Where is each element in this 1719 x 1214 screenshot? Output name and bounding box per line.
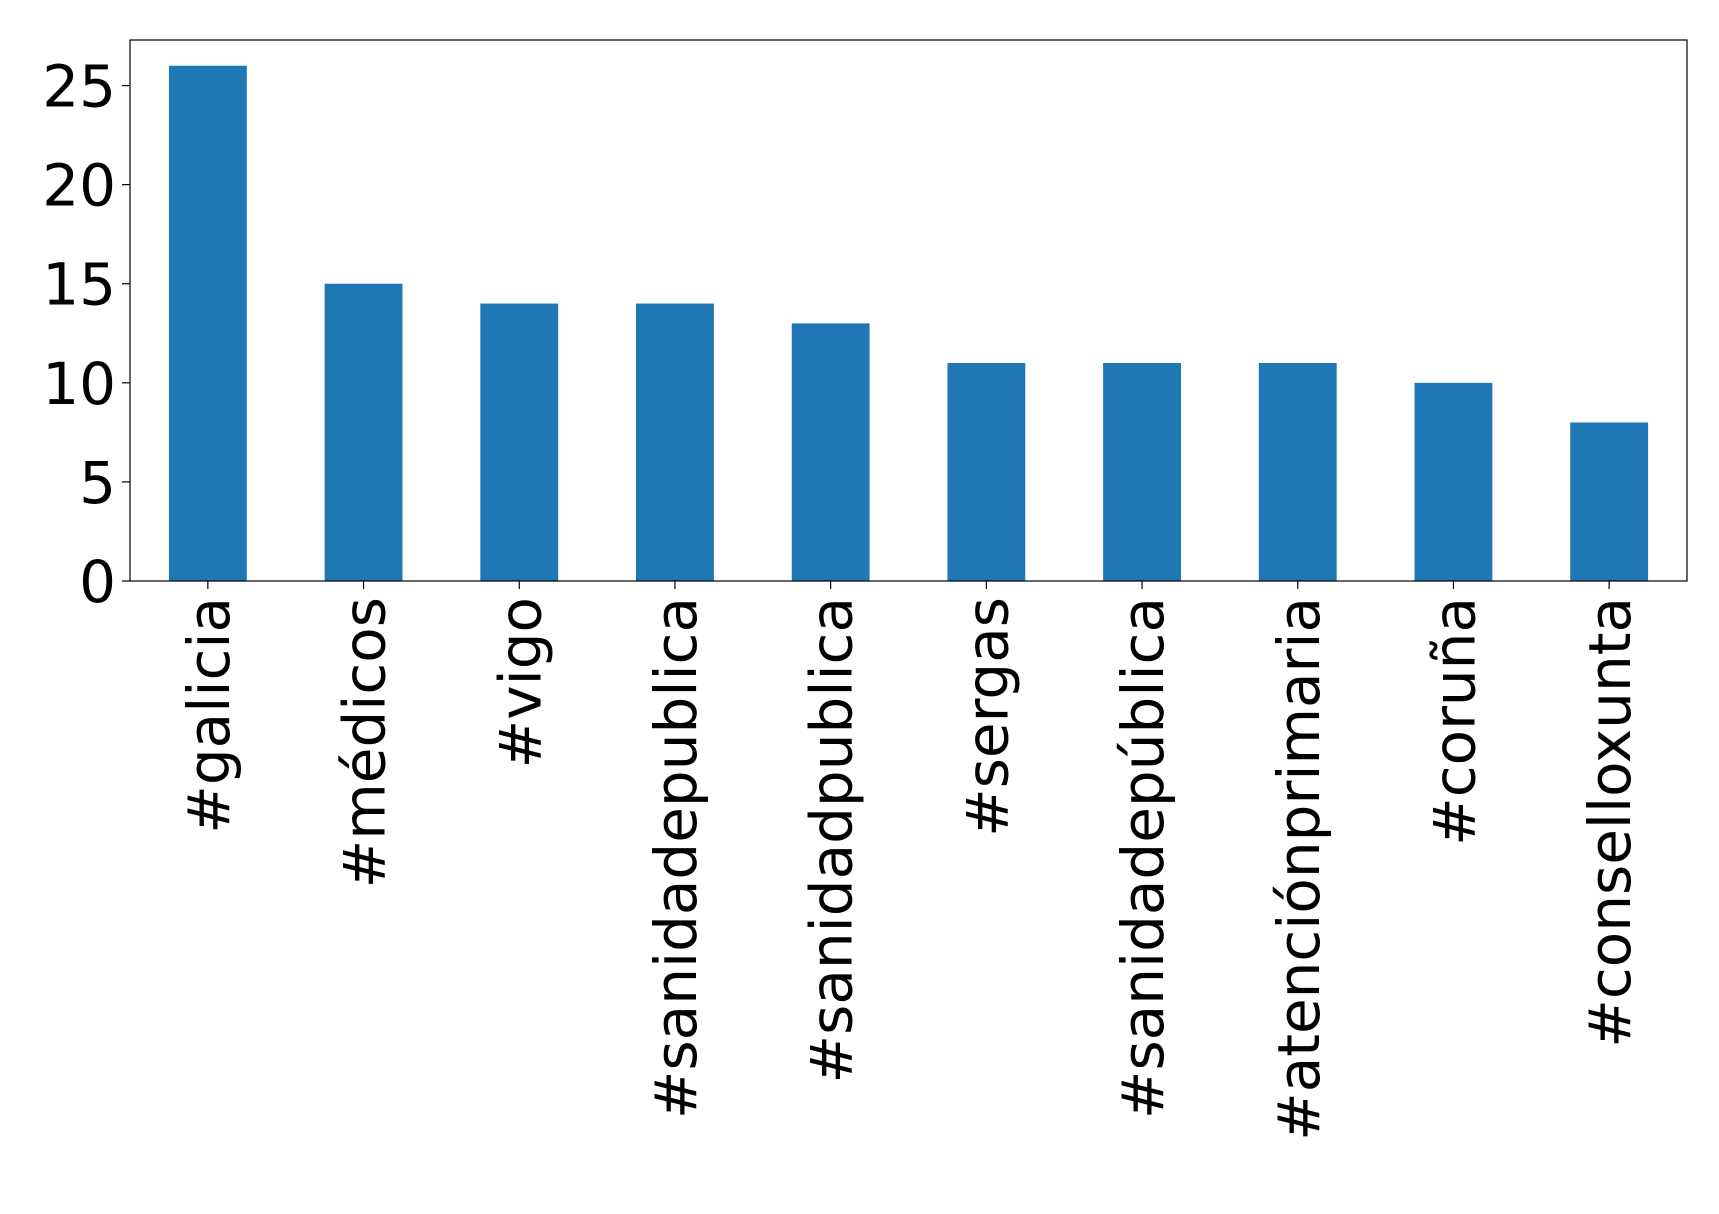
bar — [168, 65, 247, 581]
axes-frame — [129, 39, 1688, 582]
y-tick-label: 10 — [42, 350, 116, 418]
x-tick-label: #médicos — [331, 597, 399, 888]
bar — [1258, 363, 1337, 581]
bar — [1414, 382, 1493, 581]
y-tick-label: 15 — [42, 251, 116, 319]
x-tick-label: #sergas — [953, 597, 1021, 837]
bar — [480, 303, 559, 581]
y-tick-label: 5 — [79, 449, 116, 517]
x-tick-label: #coruña — [1420, 597, 1488, 846]
bar — [947, 363, 1026, 581]
y-tick-label: 25 — [42, 53, 116, 121]
y-tick-label: 20 — [42, 152, 116, 220]
x-tick-label: #galicia — [175, 597, 243, 834]
x-tick-label: #sanidadepublica — [642, 597, 710, 1119]
x-tick-label: #atenciónprimaria — [1265, 597, 1333, 1141]
bar — [1103, 363, 1181, 581]
bar — [791, 323, 870, 581]
x-tick-label: #sanidadepública — [1109, 597, 1177, 1119]
y-tick-label: 0 — [79, 548, 116, 616]
bar — [324, 283, 403, 581]
x-tick-label: #conselloxunta — [1576, 597, 1644, 1048]
bar — [636, 303, 714, 581]
x-tick-label: #vigo — [486, 597, 554, 768]
bar — [1570, 422, 1649, 581]
x-tick-label: #sanidadpublica — [798, 597, 866, 1083]
